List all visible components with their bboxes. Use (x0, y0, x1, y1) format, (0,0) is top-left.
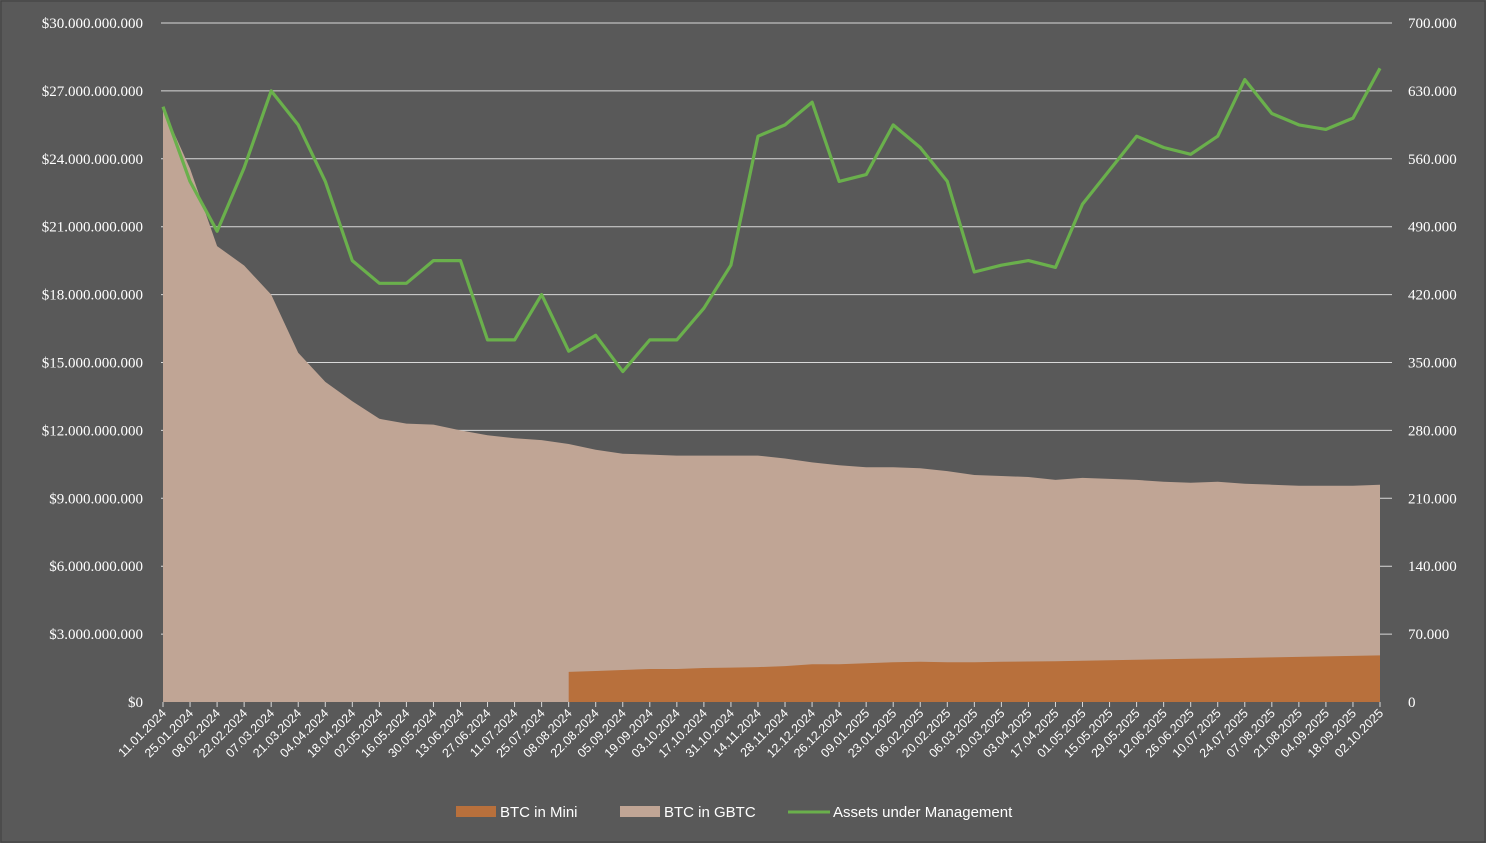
legend-swatch-btc-in-gbtc (620, 806, 660, 817)
y-right-tick-label: 350.000 (1408, 356, 1457, 372)
legend-swatch-btc-in-mini (456, 806, 496, 817)
y-right-tick-label: 700.000 (1408, 16, 1457, 32)
y-right-tick-label: 70.000 (1408, 627, 1449, 643)
y-left-tick-label: $12.000.000.000 (42, 423, 143, 439)
y-left-tick-label: $18.000.000.000 (42, 288, 143, 304)
line-series (161, 67, 1382, 374)
area-btc-in-gbtc (163, 108, 1380, 702)
area-btc-in-mini (568, 655, 1380, 702)
legend-label-btc-in-mini: BTC in Mini (500, 804, 578, 821)
y-left-tick-label: $21.000.000.000 (42, 220, 143, 236)
legend: BTC in Mini BTC in GBTC Assets under Manag… (456, 804, 1013, 821)
line-assets-under-management (161, 67, 1382, 374)
y-left-tick-label: $6.000.000.000 (49, 559, 143, 575)
y-left-tick-label: $24.000.000.000 (42, 152, 143, 168)
y-axis-left: $0 $3.000.000.000 $6.000.000.000 $9.000.000… (42, 16, 143, 711)
y-right-tick-label: 630.000 (1408, 84, 1457, 100)
y-right-tick-label: 210.000 (1408, 491, 1457, 507)
y-right-tick-label: 280.000 (1408, 423, 1457, 439)
y-left-tick-label: $30.000.000.000 (42, 16, 143, 32)
y-left-tick-label: $27.000.000.000 (42, 84, 143, 100)
y-left-tick-label: $3.000.000.000 (49, 627, 143, 643)
legend-label-assets-under-management: Assets under Management (833, 804, 1013, 821)
y-left-tick-label: $15.000.000.000 (42, 356, 143, 372)
y-right-tick-label: 0 (1408, 695, 1416, 711)
y-right-tick-label: 560.000 (1408, 152, 1457, 168)
area-series (163, 108, 1380, 702)
y-right-tick-label: 420.000 (1408, 288, 1457, 304)
y-axis-right: 0 70.000 140.000 210.000 280.000 350.000 420.0… (1408, 16, 1457, 711)
y-right-tick-label: 490.000 (1408, 220, 1457, 236)
legend-label-btc-in-gbtc: BTC in GBTC (664, 804, 756, 821)
y-left-tick-label: $0 (128, 695, 143, 711)
y-right-tick-label: 140.000 (1408, 559, 1457, 575)
y-left-tick-label: $9.000.000.000 (49, 491, 143, 507)
